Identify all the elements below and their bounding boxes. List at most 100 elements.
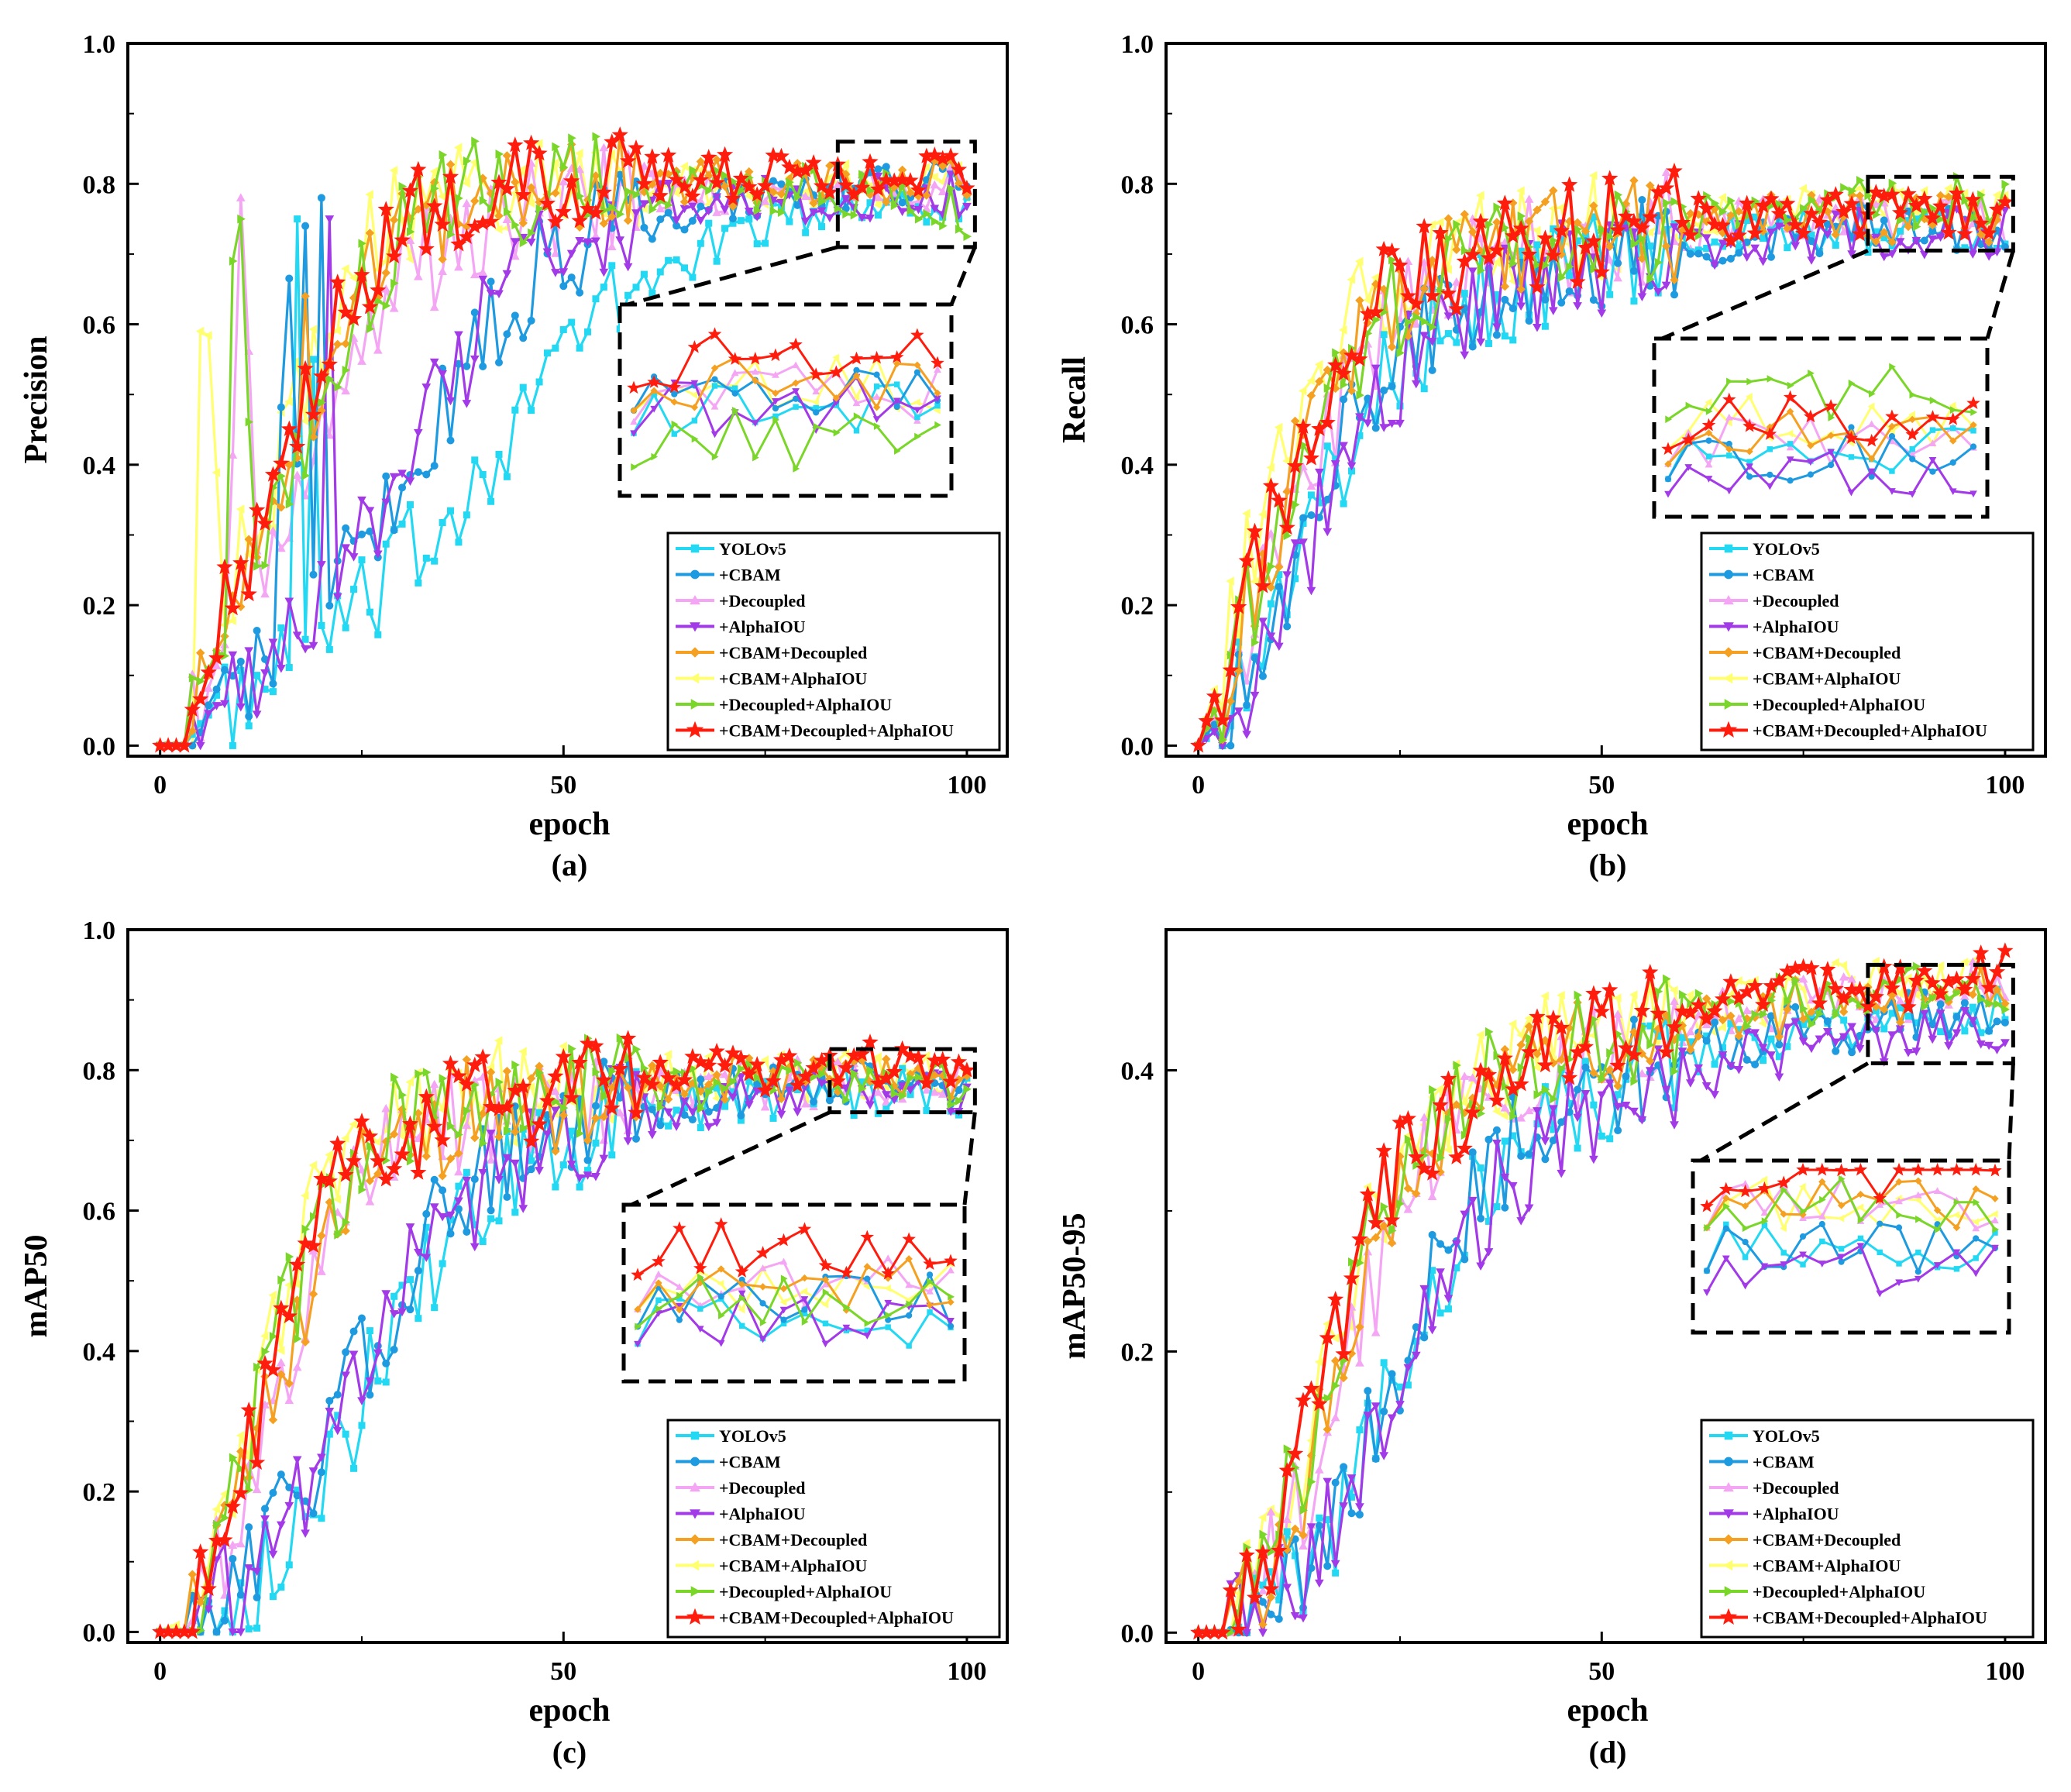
data-point xyxy=(1292,1463,1300,1473)
data-point xyxy=(1364,1387,1372,1395)
data-point xyxy=(260,589,270,598)
data-point xyxy=(1666,162,1683,179)
inset-point xyxy=(931,356,944,370)
data-point xyxy=(745,1077,753,1085)
data-point xyxy=(1936,1000,1945,1009)
y-tick-label: 0.4 xyxy=(83,452,116,480)
data-point xyxy=(333,1391,342,1399)
inset-point xyxy=(1895,1224,1903,1231)
inset-point xyxy=(1950,425,1956,432)
data-point xyxy=(542,1130,552,1139)
data-point xyxy=(1574,1085,1582,1094)
plot-frame xyxy=(126,42,1009,758)
inset-point xyxy=(893,403,900,411)
data-point xyxy=(1794,225,1812,241)
data-point xyxy=(1811,214,1828,230)
data-point xyxy=(187,726,198,736)
data-point xyxy=(1589,1155,1598,1164)
data-point xyxy=(1436,1309,1444,1317)
inset-point xyxy=(1819,1238,1825,1245)
inset-point xyxy=(1780,1224,1787,1233)
inset-point xyxy=(1808,369,1815,377)
inset-point xyxy=(1925,410,1940,423)
data-point xyxy=(252,1484,262,1494)
data-point xyxy=(898,198,906,207)
inset-point xyxy=(1972,1224,1980,1232)
data-point xyxy=(1536,1056,1554,1073)
data-point xyxy=(628,1104,645,1120)
inset-point xyxy=(1742,418,1756,432)
data-point xyxy=(592,1139,600,1147)
data-point xyxy=(1734,1013,1744,1023)
data-point xyxy=(1614,1126,1622,1135)
data-point xyxy=(591,1113,600,1123)
data-point xyxy=(776,1094,786,1104)
data-point xyxy=(1880,216,1888,225)
data-point xyxy=(1267,600,1275,607)
data-point xyxy=(342,1348,350,1357)
data-point xyxy=(800,191,810,201)
data-point xyxy=(608,262,616,270)
inset-point xyxy=(1705,453,1712,459)
data-point xyxy=(386,247,403,264)
data-point xyxy=(1960,1006,1970,1016)
data-point xyxy=(563,172,580,188)
data-point xyxy=(1685,990,1694,999)
data-point xyxy=(1307,511,1316,519)
inset-point xyxy=(1928,439,1937,447)
data-point xyxy=(1573,302,1582,311)
data-point xyxy=(502,1154,512,1163)
data-point xyxy=(1387,1238,1397,1248)
inset-point xyxy=(717,1265,725,1273)
data-point xyxy=(454,331,463,340)
data-point xyxy=(1601,981,1619,997)
inset-point xyxy=(873,371,880,378)
data-point xyxy=(550,158,559,168)
data-point xyxy=(462,1176,472,1185)
data-point xyxy=(358,1422,366,1429)
data-point xyxy=(1226,741,1235,750)
inset-point xyxy=(1945,411,1960,425)
data-point xyxy=(559,268,569,277)
data-point xyxy=(608,1066,617,1076)
data-point xyxy=(511,177,520,187)
inset-point xyxy=(913,369,920,376)
data-point xyxy=(434,215,451,232)
data-point xyxy=(373,346,383,354)
data-point xyxy=(1642,208,1659,225)
inset-point xyxy=(1892,1162,1906,1176)
data-point xyxy=(769,187,778,197)
inset-series-3 xyxy=(1703,1243,1999,1298)
data-point xyxy=(713,1078,722,1087)
inset-point xyxy=(717,1280,724,1288)
inset-point xyxy=(1726,377,1733,386)
inset-point xyxy=(711,383,718,389)
inset-point xyxy=(1705,476,1713,483)
data-point xyxy=(410,1164,427,1180)
data-point xyxy=(1774,222,1784,231)
inset-point xyxy=(1828,462,1835,469)
inset-point xyxy=(630,418,638,425)
data-point xyxy=(490,174,507,190)
data-point xyxy=(1944,184,1952,193)
data-point xyxy=(1694,1010,1704,1019)
legend-swatch-marker xyxy=(690,1534,700,1545)
data-point xyxy=(487,1206,495,1215)
data-point xyxy=(285,1252,294,1261)
data-point xyxy=(1452,245,1461,254)
data-point xyxy=(547,1068,564,1084)
data-point xyxy=(1726,1011,1736,1021)
data-point xyxy=(1347,386,1357,396)
data-point xyxy=(438,267,447,275)
data-point xyxy=(1859,997,1877,1014)
inset-point xyxy=(1760,1175,1768,1184)
data-point xyxy=(495,450,503,458)
data-point xyxy=(1541,322,1549,330)
inset-point xyxy=(821,1276,830,1284)
data-point xyxy=(325,1150,333,1160)
data-point xyxy=(1629,267,1638,275)
data-point xyxy=(1670,197,1680,207)
data-point xyxy=(253,1593,261,1601)
data-point xyxy=(1464,1103,1481,1120)
data-point xyxy=(1427,256,1437,265)
